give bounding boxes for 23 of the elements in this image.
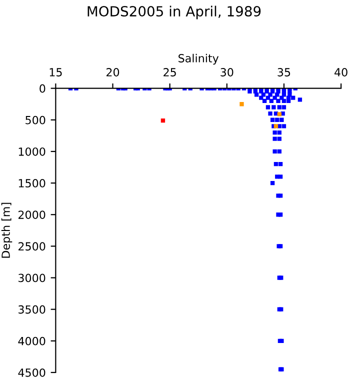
y-tick-label: 3500: [18, 305, 46, 314]
y-tick-label: 1000: [18, 147, 46, 156]
x-tick-label: 30: [220, 68, 234, 76]
y-tick-label: 0: [40, 84, 46, 93]
y-tick-label: 3000: [18, 274, 46, 282]
x-tick-label: 40: [334, 68, 348, 76]
x-tick-label: 15: [50, 68, 62, 76]
point: [160, 118, 166, 123]
y-tick-label: 4500: [18, 368, 46, 377]
y-tick-label: 500: [26, 116, 46, 124]
chart-title: MODS2005 in April, 1989: [88, 6, 261, 20]
y-tick-label: 2000: [18, 210, 46, 219]
y-tick-label: 1500: [18, 179, 46, 188]
x-tick-label: 25: [164, 68, 176, 76]
y-tick-label: 2500: [18, 242, 46, 251]
y-axis-title: Depth [m]: [1, 202, 12, 258]
y-tick-label: 4000: [18, 336, 46, 346]
x-axis-title: Salinity: [178, 54, 219, 65]
x-tick-label: 35: [278, 68, 290, 76]
point: [240, 102, 244, 106]
point: [274, 124, 278, 128]
point: [277, 112, 282, 116]
x-tick-label: 20: [106, 68, 120, 76]
